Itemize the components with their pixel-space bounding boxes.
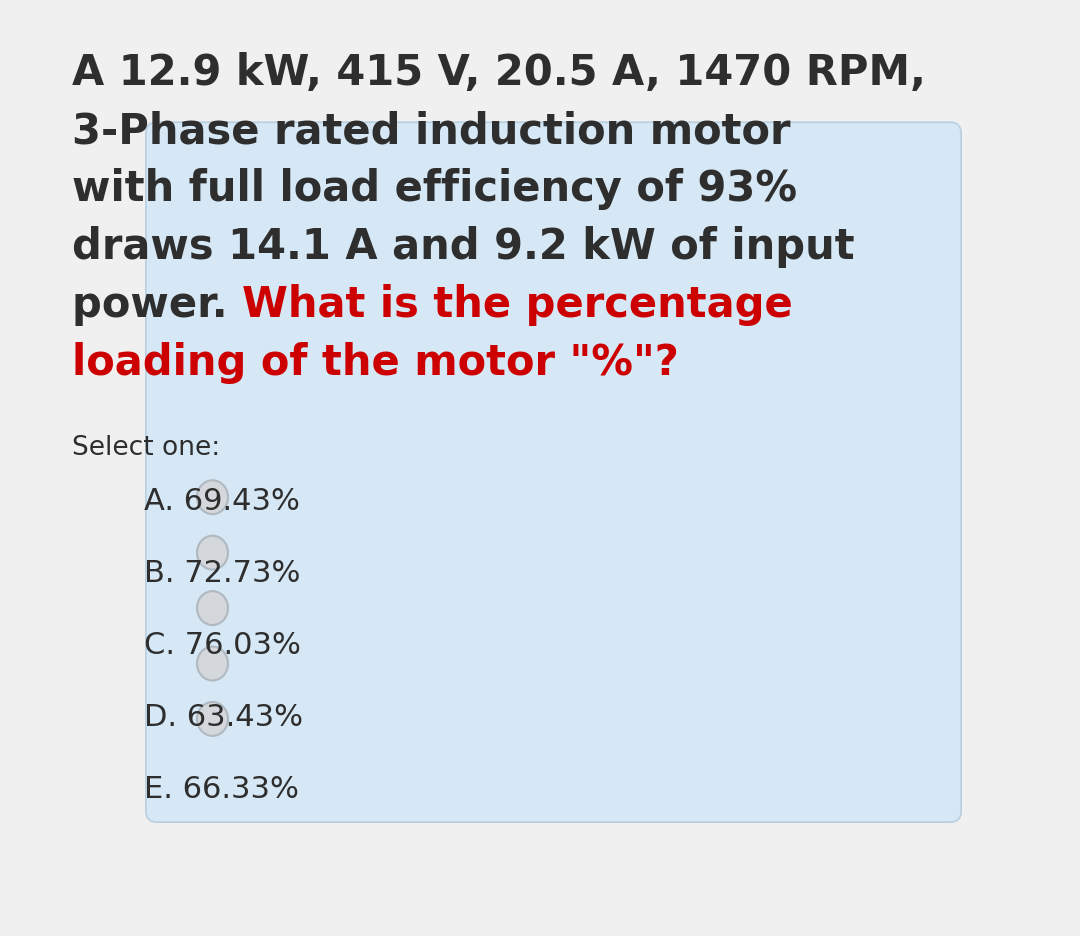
FancyBboxPatch shape xyxy=(146,124,961,822)
Text: draws 14.1 A and 9.2 kW of input: draws 14.1 A and 9.2 kW of input xyxy=(72,226,854,268)
Text: What is the percentage: What is the percentage xyxy=(242,284,793,326)
Text: A 12.9 kW, 415 V, 20.5 A, 1470 RPM,: A 12.9 kW, 415 V, 20.5 A, 1470 RPM, xyxy=(72,51,926,94)
Ellipse shape xyxy=(197,536,228,570)
Text: Select one:: Select one: xyxy=(72,434,220,461)
Text: B. 72.73%: B. 72.73% xyxy=(144,559,300,588)
Text: with full load efficiency of 93%: with full load efficiency of 93% xyxy=(72,168,797,210)
Ellipse shape xyxy=(197,592,228,625)
Text: power.: power. xyxy=(72,284,242,326)
Text: C. 76.03%: C. 76.03% xyxy=(144,630,301,659)
Ellipse shape xyxy=(197,481,228,515)
Ellipse shape xyxy=(197,647,228,680)
Text: A. 69.43%: A. 69.43% xyxy=(144,487,300,516)
Text: 3-Phase rated induction motor: 3-Phase rated induction motor xyxy=(72,110,791,152)
Text: loading of the motor "%"?: loading of the motor "%"? xyxy=(72,342,679,384)
Text: D. 63.43%: D. 63.43% xyxy=(144,702,303,731)
Ellipse shape xyxy=(197,702,228,736)
Text: E. 66.33%: E. 66.33% xyxy=(144,774,299,803)
